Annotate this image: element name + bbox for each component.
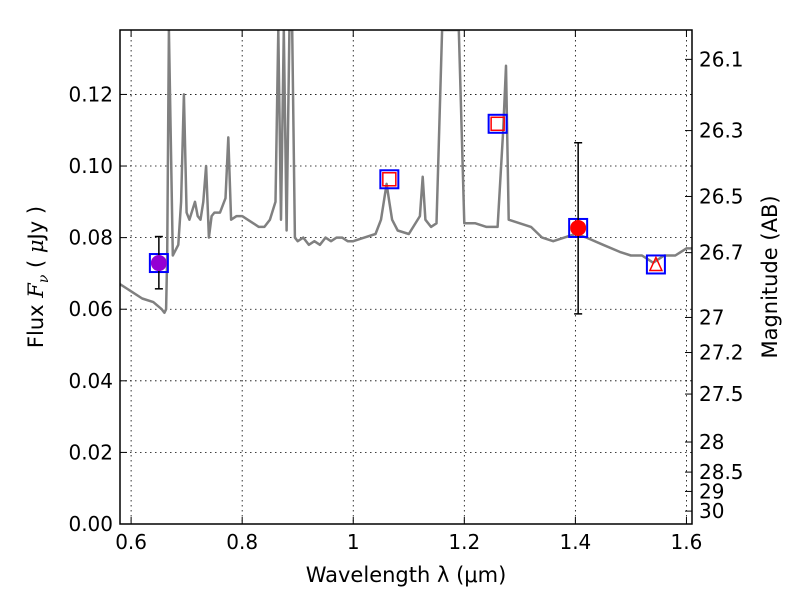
x-tick-label: 0.6 bbox=[115, 530, 147, 554]
right-tick-label: 27.5 bbox=[699, 382, 744, 406]
data-point bbox=[570, 219, 587, 236]
right-tick-label: 27.2 bbox=[699, 341, 744, 365]
x-axis-label: Wavelength λ (μm) bbox=[306, 563, 507, 587]
y-tick-label: 0.06 bbox=[68, 297, 113, 321]
x-tick-label: 0.8 bbox=[226, 530, 258, 554]
data-point bbox=[150, 255, 167, 272]
right-tick-label: 26.3 bbox=[699, 119, 744, 143]
y-tick-label: 0.04 bbox=[68, 369, 113, 393]
y-tick-label: 0.02 bbox=[68, 440, 113, 464]
x-tick-label: 1 bbox=[347, 530, 360, 554]
model-spectrum-line bbox=[120, 30, 692, 315]
x-tick-label: 1.6 bbox=[671, 530, 703, 554]
model-spectrum-layer bbox=[120, 30, 692, 315]
right-tick-label: 30 bbox=[699, 499, 724, 523]
y-tick-label: 0.10 bbox=[68, 154, 113, 178]
x-tick-label: 1.2 bbox=[448, 530, 480, 554]
right-tick-label: 28 bbox=[699, 430, 724, 454]
right-tick-label: 26.5 bbox=[699, 184, 744, 208]
right-tick-label: 28.5 bbox=[699, 460, 744, 484]
right-tick-label: 26.7 bbox=[699, 241, 744, 265]
data-point bbox=[382, 172, 397, 187]
model-box-marker bbox=[379, 169, 400, 190]
y-axis-left: 0.00 0.02 0.04 0.06 0.08 0.10 0.12 bbox=[68, 82, 127, 536]
right-axis-label: Magnitude (AB) bbox=[758, 195, 782, 358]
x-tick-label: 1.4 bbox=[559, 530, 591, 554]
data-point bbox=[648, 255, 664, 272]
y-tick-label: 0.08 bbox=[68, 226, 113, 250]
data-point bbox=[490, 116, 505, 132]
observed-photometry bbox=[150, 116, 664, 315]
right-tick-label: 26.1 bbox=[699, 47, 744, 71]
y-tick-label: 0.00 bbox=[68, 512, 113, 536]
plot-frame bbox=[119, 29, 693, 525]
right-tick-label: 29 bbox=[699, 479, 724, 503]
model-box-marker bbox=[645, 254, 666, 275]
model-box-marker bbox=[487, 113, 508, 134]
y-axis-label: Flux Fν ( μJy ) bbox=[24, 206, 52, 348]
y-tick-label: 0.12 bbox=[68, 82, 113, 106]
right-tick-label: 27 bbox=[699, 305, 724, 329]
x-axis: 0.6 0.8 1 1.2 1.4 1.6 bbox=[115, 30, 702, 554]
grid-lines bbox=[120, 30, 692, 524]
